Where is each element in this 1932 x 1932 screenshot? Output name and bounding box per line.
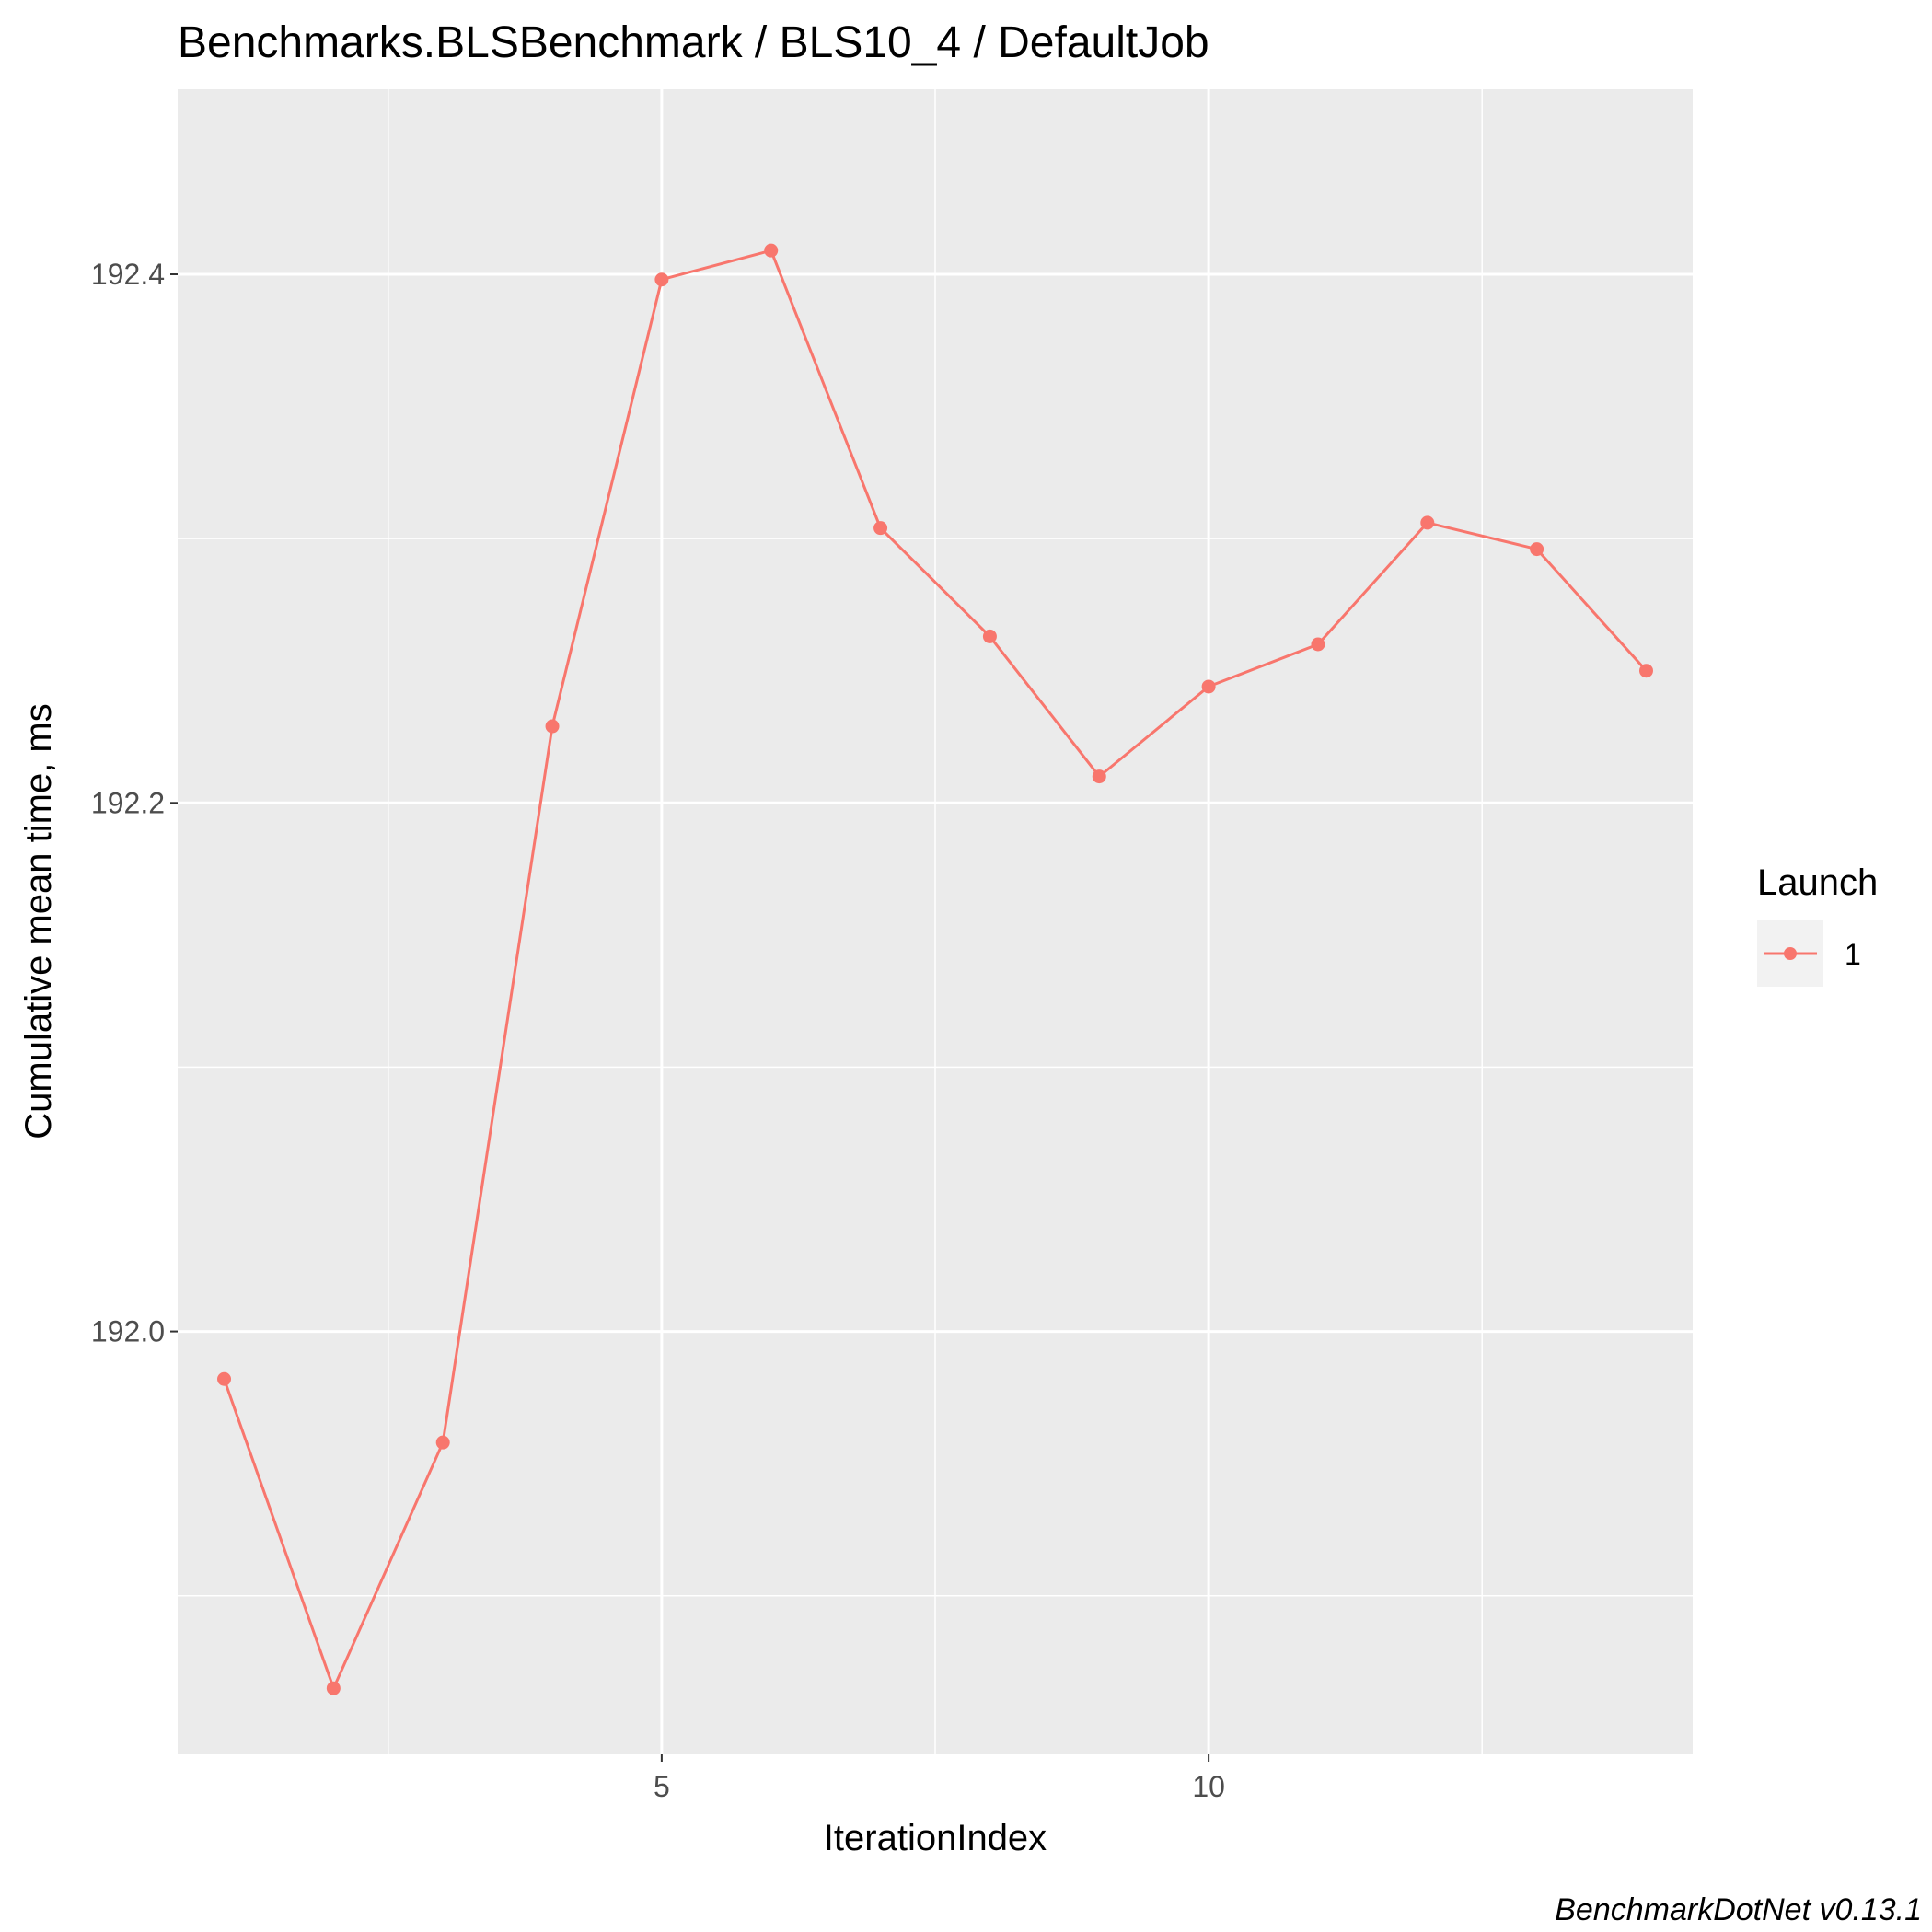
legend-key-point [1784,947,1797,960]
series-line-0 [223,249,1648,1690]
data-point-0-1 [326,1681,341,1695]
y-tick-label-0: 192.0 [91,1315,165,1348]
data-point-0-6 [873,521,888,536]
data-point-0-5 [764,243,779,258]
data-point-0-8 [1092,769,1106,784]
data-point-0-0 [217,1371,232,1386]
chart-title: Benchmarks.BLSBenchmark / BLS10_4 / Defa… [178,18,1209,67]
x-tick-label-0: 5 [654,1770,670,1803]
grid-major [178,89,1693,1754]
data-point-0-13 [1638,664,1653,678]
x-axis: 5 10 [654,1754,1225,1803]
caption: BenchmarkDotNet v0.13.1 [1555,1892,1922,1927]
data-point-0-2 [435,1435,450,1450]
data-point-0-3 [545,719,560,734]
data-point-0-11 [1420,515,1435,530]
legend-label-1: 1 [1845,938,1861,971]
y-tick-label-1: 192.2 [91,786,165,819]
x-axis-title: IterationIndex [824,1818,1047,1858]
grid-minor [178,89,1693,1754]
x-tick-label-1: 10 [1192,1770,1225,1803]
data-point-0-7 [982,629,997,643]
data-point-0-10 [1311,637,1325,652]
y-tick-label-2: 192.4 [91,258,165,291]
data-point-0-9 [1201,679,1216,694]
series-layer [217,243,1653,1695]
y-axis-title: Cumulative mean time, ms [18,703,59,1139]
legend: Launch 1 [1757,862,1878,987]
y-axis: 192.0 192.2 192.4 [91,258,178,1348]
data-point-0-4 [654,272,669,287]
legend-title: Launch [1757,862,1878,903]
data-point-0-12 [1530,542,1544,557]
